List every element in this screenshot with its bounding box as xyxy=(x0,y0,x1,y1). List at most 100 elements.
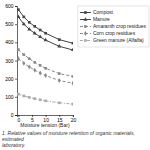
series-line xyxy=(18,59,73,84)
caption-line: laboratory. xyxy=(2,142,25,148)
series-marker xyxy=(22,53,25,56)
legend-item: Amaranth crop residues xyxy=(80,23,147,29)
series-marker xyxy=(58,38,61,41)
legend-line xyxy=(80,26,91,27)
captions: 1. Relative values of moisture retention… xyxy=(2,130,136,148)
series-marker xyxy=(38,35,42,38)
series xyxy=(17,56,73,85)
tick: 200 xyxy=(5,76,17,82)
series-marker xyxy=(33,61,36,64)
series-marker xyxy=(44,67,47,70)
legend: CompostManureAmaranth crop residuesCorn … xyxy=(78,6,149,47)
tick-label: 500 xyxy=(5,21,14,27)
plot-area xyxy=(17,8,73,105)
series-marker xyxy=(17,93,20,96)
series-marker xyxy=(39,29,42,32)
series-marker xyxy=(44,100,47,103)
series-marker xyxy=(22,95,25,98)
series-marker xyxy=(57,44,61,47)
legend-marker xyxy=(83,17,87,20)
series xyxy=(17,8,73,44)
legend-label: Green manure (Alfalfa) xyxy=(93,37,144,43)
series-marker xyxy=(39,71,42,76)
tick: 600 xyxy=(5,3,17,9)
series-marker xyxy=(17,56,20,61)
legend-marker xyxy=(84,39,87,42)
legend-item: Corn crop residues xyxy=(80,30,136,36)
tick-label: 100 xyxy=(5,94,14,100)
series-marker xyxy=(39,64,42,67)
series-line xyxy=(18,17,73,50)
series-marker xyxy=(28,57,31,60)
tick-mark xyxy=(15,24,17,25)
y-axis: 0 100 200 300 400 500 600 xyxy=(5,3,17,118)
series xyxy=(17,48,73,78)
tick-mark xyxy=(15,115,17,116)
tick: 300 xyxy=(5,58,17,64)
tick-label: 200 xyxy=(5,76,14,82)
series-marker xyxy=(33,31,37,34)
legend-label: Manure xyxy=(93,16,110,22)
x-axis-title: Moisture tension (Bar) xyxy=(20,122,70,128)
series-marker xyxy=(71,81,72,86)
series-marker xyxy=(72,42,73,45)
series-marker xyxy=(28,21,31,24)
tick-label: 600 xyxy=(5,3,14,9)
legend-line xyxy=(80,40,91,41)
series-marker xyxy=(58,72,61,75)
caption: laboratory. xyxy=(2,142,25,148)
tick-mark xyxy=(15,42,17,43)
tick: 400 xyxy=(5,39,17,45)
series-marker xyxy=(22,61,25,66)
series-marker xyxy=(72,103,73,106)
tick-label: 300 xyxy=(5,58,14,64)
series-marker xyxy=(17,8,20,11)
series-marker xyxy=(71,48,73,51)
series-marker xyxy=(33,25,36,28)
legend-item: Green manure (Alfalfa) xyxy=(80,37,144,43)
tick: 0 xyxy=(11,112,17,118)
legend-marker xyxy=(84,31,87,36)
chart: 1. Relative values of moisture retention… xyxy=(0,0,150,150)
tick-mark xyxy=(15,6,17,7)
tick-label: 0 xyxy=(11,112,14,118)
series-marker xyxy=(33,68,36,73)
series-marker xyxy=(22,22,26,25)
tick-mark xyxy=(15,97,17,98)
series-marker xyxy=(17,48,20,51)
legend-label: Corn crop residues xyxy=(93,30,136,36)
tick-label: 400 xyxy=(5,39,14,45)
series-marker xyxy=(44,32,47,35)
series-marker xyxy=(27,27,31,30)
series-marker xyxy=(28,64,31,69)
tick-mark xyxy=(15,79,17,80)
series-marker xyxy=(39,98,42,101)
series-marker xyxy=(17,15,20,18)
series-marker xyxy=(44,73,47,78)
series-marker xyxy=(44,38,48,41)
series-line xyxy=(18,50,73,77)
series-marker xyxy=(22,16,25,19)
series-marker xyxy=(33,97,36,100)
legend-label: Compost xyxy=(93,9,114,15)
legend-item: Compost xyxy=(80,9,114,15)
series-line xyxy=(18,94,73,104)
legend-item: Manure xyxy=(80,16,110,22)
tick: 100 xyxy=(5,94,17,100)
legend-marker xyxy=(84,11,87,14)
legend-frame xyxy=(78,6,149,47)
axis-line xyxy=(15,7,18,116)
series-marker xyxy=(58,78,61,83)
series xyxy=(17,15,73,52)
tick: 20 xyxy=(71,115,77,123)
legend-line xyxy=(80,12,91,13)
legend-label: Amaranth crop residues xyxy=(93,23,147,29)
series-marker xyxy=(28,96,31,99)
tick: 500 xyxy=(5,21,17,27)
legend-marker xyxy=(84,25,87,28)
series-marker xyxy=(58,102,61,105)
series xyxy=(17,93,73,106)
series-marker xyxy=(72,75,73,78)
caption: 1. Relative values of moisture retention… xyxy=(2,130,136,142)
tick-label: 20 xyxy=(71,117,77,123)
